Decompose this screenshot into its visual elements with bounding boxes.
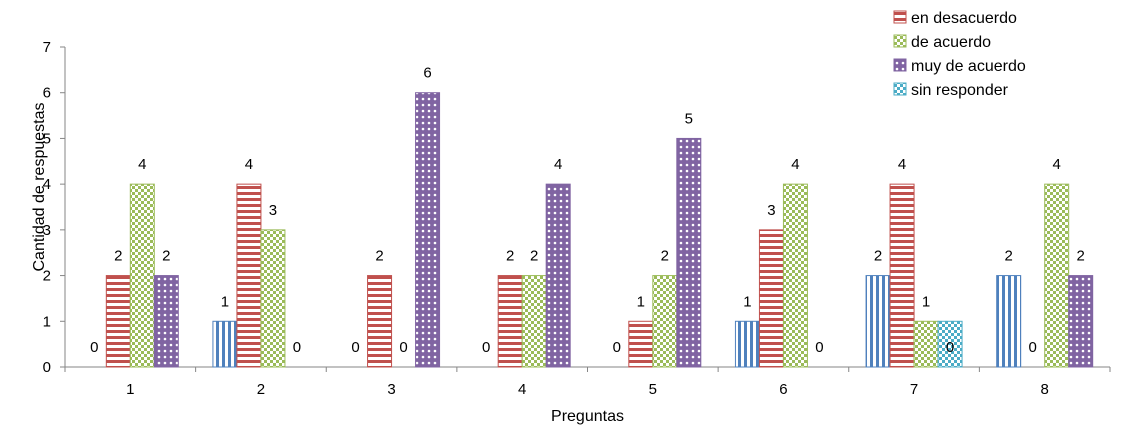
bar	[937, 320, 963, 368]
data-label: 2	[162, 248, 170, 265]
x-tick-label: 5	[649, 381, 657, 398]
legend-label: sin responder	[911, 82, 1009, 99]
data-label: 2	[506, 248, 514, 265]
legend-swatch	[893, 58, 907, 72]
bar	[545, 183, 571, 368]
bar	[260, 229, 286, 368]
legend-swatch	[893, 34, 907, 48]
data-label: 0	[946, 339, 954, 356]
x-tick-label: 2	[257, 381, 265, 398]
legend-swatch	[893, 82, 907, 96]
bar	[734, 320, 760, 368]
x-tick-label: 4	[518, 381, 526, 398]
data-label: 0	[613, 339, 621, 356]
data-label: 0	[90, 339, 98, 356]
x-axis: 1 2 3 4 5 6 7 8	[64, 366, 1111, 398]
data-label: 5	[685, 110, 693, 127]
bar	[889, 183, 915, 368]
data-label: 0	[1029, 339, 1037, 356]
x-tick-label: 3	[387, 381, 395, 398]
bar	[676, 137, 702, 368]
x-tick-label: 6	[779, 381, 787, 398]
data-label: 4	[138, 156, 146, 173]
data-label: 4	[245, 156, 253, 173]
data-label: 0	[293, 339, 301, 356]
data-label: 4	[898, 156, 906, 173]
data-label: 1	[637, 293, 645, 310]
data-label: 3	[269, 202, 277, 219]
bar	[212, 320, 238, 368]
bar	[758, 229, 784, 368]
bar	[367, 275, 393, 368]
y-tick-label: 0	[43, 359, 51, 376]
y-tick-label: 6	[43, 85, 51, 102]
bar	[1044, 183, 1070, 368]
y-tick-label: 2	[43, 268, 51, 285]
bar	[129, 183, 155, 368]
y-tick-label: 5	[43, 130, 51, 147]
y-tick-label: 4	[43, 176, 51, 193]
data-label: 4	[791, 156, 799, 173]
data-label: 2	[375, 248, 383, 265]
bar	[628, 320, 654, 368]
data-label: 0	[482, 339, 490, 356]
bar	[652, 275, 678, 368]
bar	[913, 320, 939, 368]
legend-swatch	[893, 10, 907, 24]
data-label: 2	[874, 248, 882, 265]
data-label: 1	[922, 293, 930, 310]
bar	[996, 275, 1022, 368]
data-label: 2	[114, 248, 122, 265]
y-tick-label: 7	[43, 39, 51, 56]
y-tick-label: 3	[43, 222, 51, 239]
data-label: 4	[554, 156, 562, 173]
y-tick-label: 1	[43, 313, 51, 330]
legend-label: de acuerdo	[911, 34, 991, 51]
data-label: 4	[1053, 156, 1061, 173]
data-label: 0	[815, 339, 823, 356]
bar	[1068, 275, 1094, 368]
y-axis-title: Cantidad de respuestas	[31, 103, 48, 272]
legend-label: muy de acuerdo	[911, 58, 1026, 75]
data-label: 0	[399, 339, 407, 356]
x-tick-label: 1	[126, 381, 134, 398]
bar	[865, 275, 891, 368]
data-label: 2	[530, 248, 538, 265]
x-axis-title: Preguntas	[551, 408, 624, 425]
data-label: 3	[767, 202, 775, 219]
data-label: 2	[1077, 248, 1085, 265]
bar	[521, 275, 547, 368]
bar	[236, 183, 262, 368]
bar	[153, 275, 179, 368]
data-label: 1	[221, 293, 229, 310]
legend-label: en desacuerdo	[911, 10, 1017, 27]
bar	[782, 183, 808, 368]
data-label: 2	[661, 248, 669, 265]
data-label: 6	[423, 65, 431, 82]
data-label: 2	[1005, 248, 1013, 265]
bars-group	[105, 92, 1094, 368]
x-tick-label: 8	[1041, 381, 1049, 398]
x-tick-label: 7	[910, 381, 918, 398]
bar	[497, 275, 523, 368]
y-axis: 0 1 2 3 4 5 6 7	[43, 39, 66, 376]
data-label: 1	[743, 293, 751, 310]
bar	[415, 92, 441, 368]
data-label: 0	[351, 339, 359, 356]
bar	[105, 275, 131, 368]
legend: en desacuerdo de acuerdo muy de acuerdo sin…	[893, 10, 1026, 99]
